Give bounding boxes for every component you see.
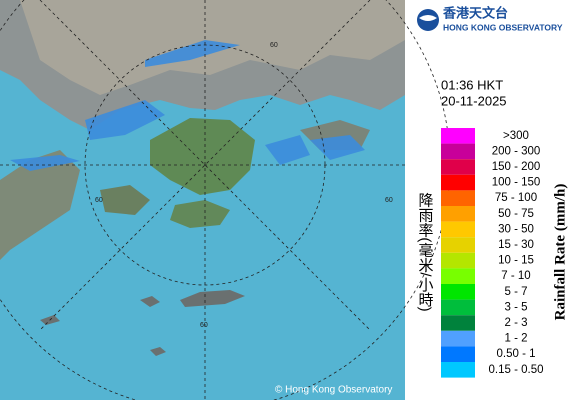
legend-label: 5 - 7 [504, 286, 527, 298]
ring-label: 60 [270, 42, 278, 49]
legend: >300 200 - 300 150 - 200 100 - 150 75 - 100 5… [441, 128, 543, 378]
ring-label: 60 [95, 197, 103, 204]
legend-swatch [441, 159, 475, 175]
time: 01:36 HKT [441, 77, 503, 92]
legend-label: 75 - 100 [495, 192, 537, 204]
map: 60 60 60 60 © Hong Kong Observatory [0, 0, 451, 405]
legend-swatch [441, 299, 475, 316]
legend-swatch [441, 362, 475, 378]
legend-label: 7 - 10 [501, 270, 530, 282]
logo: 香港天文台 HONG KONG OBSERVATORY [417, 5, 563, 32]
legend-label: 1 - 2 [504, 333, 527, 345]
ring-label: 60 [200, 322, 208, 329]
legend-label: 15 - 30 [498, 239, 534, 251]
legend-label: 100 - 150 [492, 177, 541, 189]
legend-label: 2 - 3 [504, 317, 527, 329]
logo-en: HONG KONG OBSERVATORY [443, 22, 563, 32]
legend-swatch [441, 174, 475, 191]
legend-swatch [441, 190, 475, 206]
legend-swatch [441, 330, 475, 347]
legend-label: 30 - 50 [498, 223, 534, 235]
legend-label: 50 - 75 [498, 208, 534, 220]
date: 20-11-2025 [441, 93, 507, 108]
legend-swatch [441, 206, 475, 222]
legend-label: 150 - 200 [492, 161, 541, 173]
legend-swatch [441, 221, 475, 238]
legend-title-en: Rainfall Rate (mm/h) [552, 184, 568, 321]
legend-label: 10 - 15 [498, 255, 534, 267]
ring-label: 60 [385, 197, 393, 204]
legend-swatch [441, 237, 475, 253]
copyright: © Hong Kong Observatory [275, 385, 392, 396]
legend-swatch [441, 346, 475, 362]
legend-swatch [441, 143, 475, 160]
legend-swatch [441, 268, 475, 284]
legend-label: 200 - 300 [492, 145, 541, 157]
legend-swatch [441, 315, 475, 331]
legend-title-zh: 降雨率(毫米/小時) [417, 192, 434, 311]
legend-label: 0.15 - 0.50 [489, 364, 544, 376]
legend-label: 3 - 5 [504, 301, 527, 313]
legend-label: >300 [503, 130, 529, 142]
legend-swatch [441, 252, 475, 269]
legend-label: 0.50 - 1 [497, 348, 536, 360]
logo-zh: 香港天文台 [442, 5, 508, 20]
legend-swatch [441, 128, 475, 144]
legend-swatch [441, 284, 475, 300]
